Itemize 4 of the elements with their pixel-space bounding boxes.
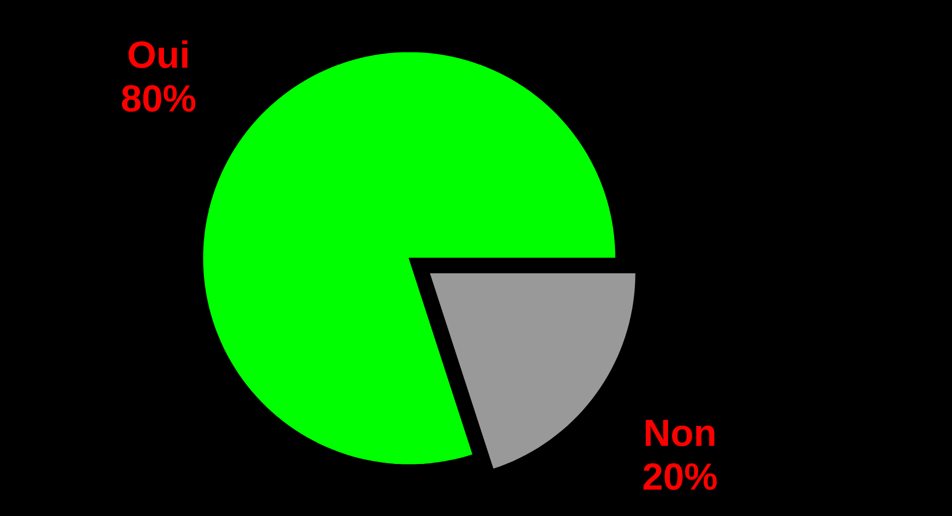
slice-label: Oui [128,40,188,68]
data-label: 20% [644,463,717,490]
data-label: 80% [122,84,196,112]
slice-label: Non [646,420,714,446]
